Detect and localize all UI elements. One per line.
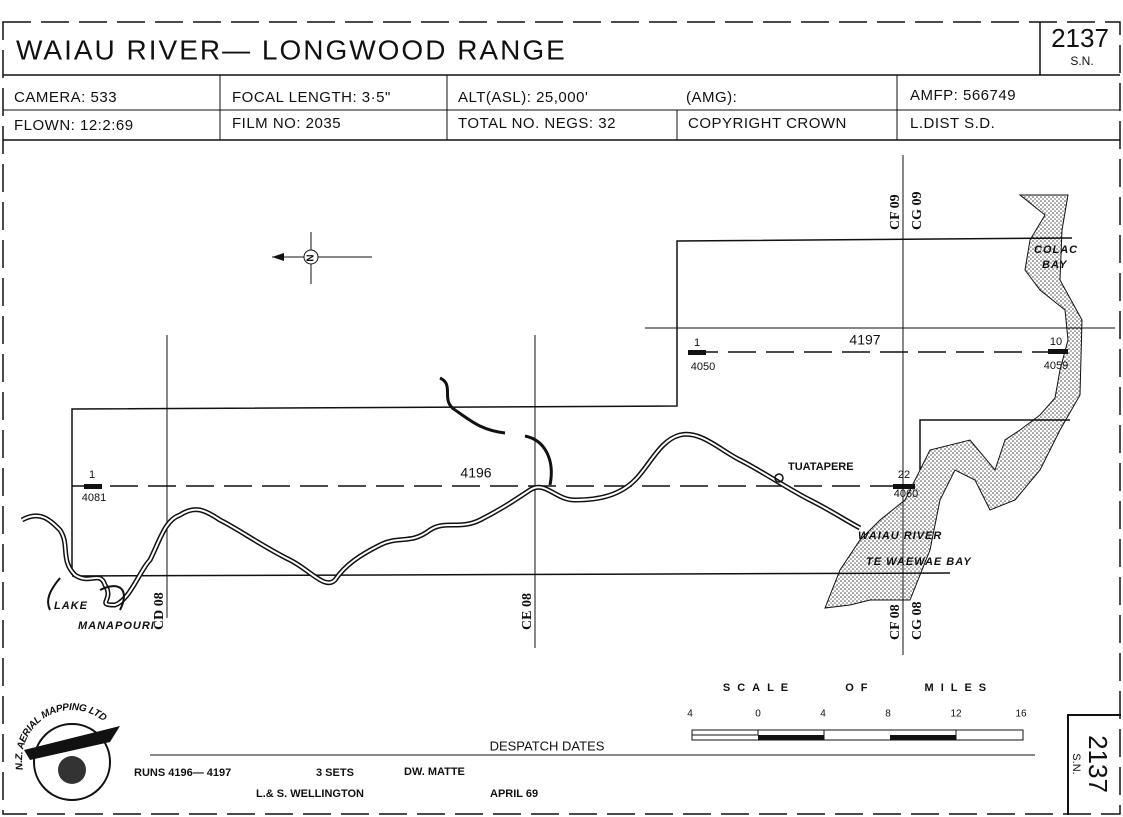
- sheet-number: 2137: [1051, 23, 1109, 53]
- town-marker: [774, 473, 784, 483]
- run-marker: [1048, 349, 1068, 354]
- compass-ring: [303, 249, 319, 265]
- frame-number: 10: [1050, 336, 1062, 348]
- outer-frame: [2, 21, 1121, 815]
- run-number: 4196: [460, 465, 491, 481]
- river: [20, 431, 862, 608]
- grid-label: CE 08: [520, 593, 535, 630]
- despatch-heading: DESPATCH DATES: [490, 738, 605, 753]
- scale-label: 4: [820, 709, 826, 720]
- coverage-outline: [71, 237, 1073, 575]
- scale-label: 16: [1015, 709, 1027, 720]
- lake-shore: [47, 577, 125, 611]
- scale-label: 8: [885, 709, 891, 720]
- place-name: BAY: [1042, 259, 1068, 271]
- footer-text: 3 SETS: [316, 767, 354, 779]
- grid-label: CD 08: [152, 592, 167, 630]
- footer-text: RUNS 4196— 4197: [134, 767, 231, 779]
- info-cell: FOCAL LENGTH: 3·5": [232, 89, 391, 106]
- scale-label: 12: [950, 709, 962, 720]
- info-cell: L.DIST S.D.: [910, 115, 995, 132]
- side-box: [1067, 714, 1121, 815]
- tributary: [439, 376, 506, 435]
- info-cell: COPYRIGHT CROWN: [688, 115, 847, 132]
- grid-label: CF 08: [888, 604, 903, 640]
- river-channel: [21, 433, 861, 607]
- footer-text: DW. MATTE: [404, 766, 465, 778]
- info-cell: FLOWN: 12:2:69: [14, 117, 134, 134]
- scale-bar: [758, 735, 824, 740]
- compass-label: N: [306, 254, 317, 261]
- info-cell: FILM NO: 2035: [232, 115, 341, 132]
- side-sheet-number: 2137: [1083, 735, 1113, 793]
- run-number: 4197: [849, 332, 880, 348]
- run-marker: [688, 350, 706, 355]
- run-marker: [893, 484, 915, 489]
- negative-number: 4059: [1044, 360, 1068, 372]
- info-cell: TOTAL NO. NEGS: 32: [458, 115, 616, 132]
- place-name: TUATAPERE: [788, 461, 854, 473]
- footer-text: APRIL 69: [490, 788, 538, 800]
- place-name: TE WAEWAE BAY: [866, 556, 972, 568]
- info-cell: CAMERA: 533: [14, 89, 117, 106]
- scale-title: SCALE OF MILES: [723, 682, 993, 694]
- run-marker: [84, 484, 102, 489]
- grid-label: CG 09: [910, 192, 925, 231]
- tributary: [524, 434, 553, 486]
- coverage-outline: [919, 419, 1070, 470]
- scale-label: 4: [687, 709, 693, 720]
- grid-label: CF 09: [888, 194, 903, 230]
- sheet-suffix: S.N.: [1070, 54, 1093, 68]
- logo-ring: [33, 723, 111, 801]
- info-cell: (AMG):: [686, 89, 737, 106]
- frame-number: 1: [694, 337, 700, 349]
- side-sheet-suffix: S.N.: [1070, 753, 1082, 774]
- scale-label: 0: [755, 709, 761, 720]
- info-cell: ALT(ASL): 25,000': [458, 89, 588, 106]
- compass-arrow: [272, 253, 284, 261]
- logo-wing: [24, 726, 120, 760]
- title: WAIAU RIVER— LONGWOOD RANGE: [16, 34, 567, 65]
- place-name: MANAPOURI: [78, 620, 155, 632]
- scale-bar: [691, 729, 759, 736]
- grid-label: CG 08: [910, 602, 925, 641]
- footer-text: L.& S. WELLINGTON: [256, 788, 364, 800]
- frame-number: 22: [898, 469, 910, 481]
- place-name: WAIAU RIVER: [858, 530, 942, 542]
- negative-number: 4081: [82, 492, 106, 504]
- info-cell: AMFP: 566749: [910, 87, 1016, 104]
- scale-bar: [890, 735, 956, 740]
- logo-globe: [58, 756, 86, 784]
- negative-number: 4060: [894, 488, 918, 500]
- coast-shading: [824, 194, 1083, 609]
- place-name: COLAC: [1034, 244, 1078, 256]
- coverage-outline: [71, 572, 951, 577]
- place-name: LAKE: [54, 600, 88, 612]
- negative-number: 4050: [691, 361, 715, 373]
- frame-number: 1: [89, 469, 95, 481]
